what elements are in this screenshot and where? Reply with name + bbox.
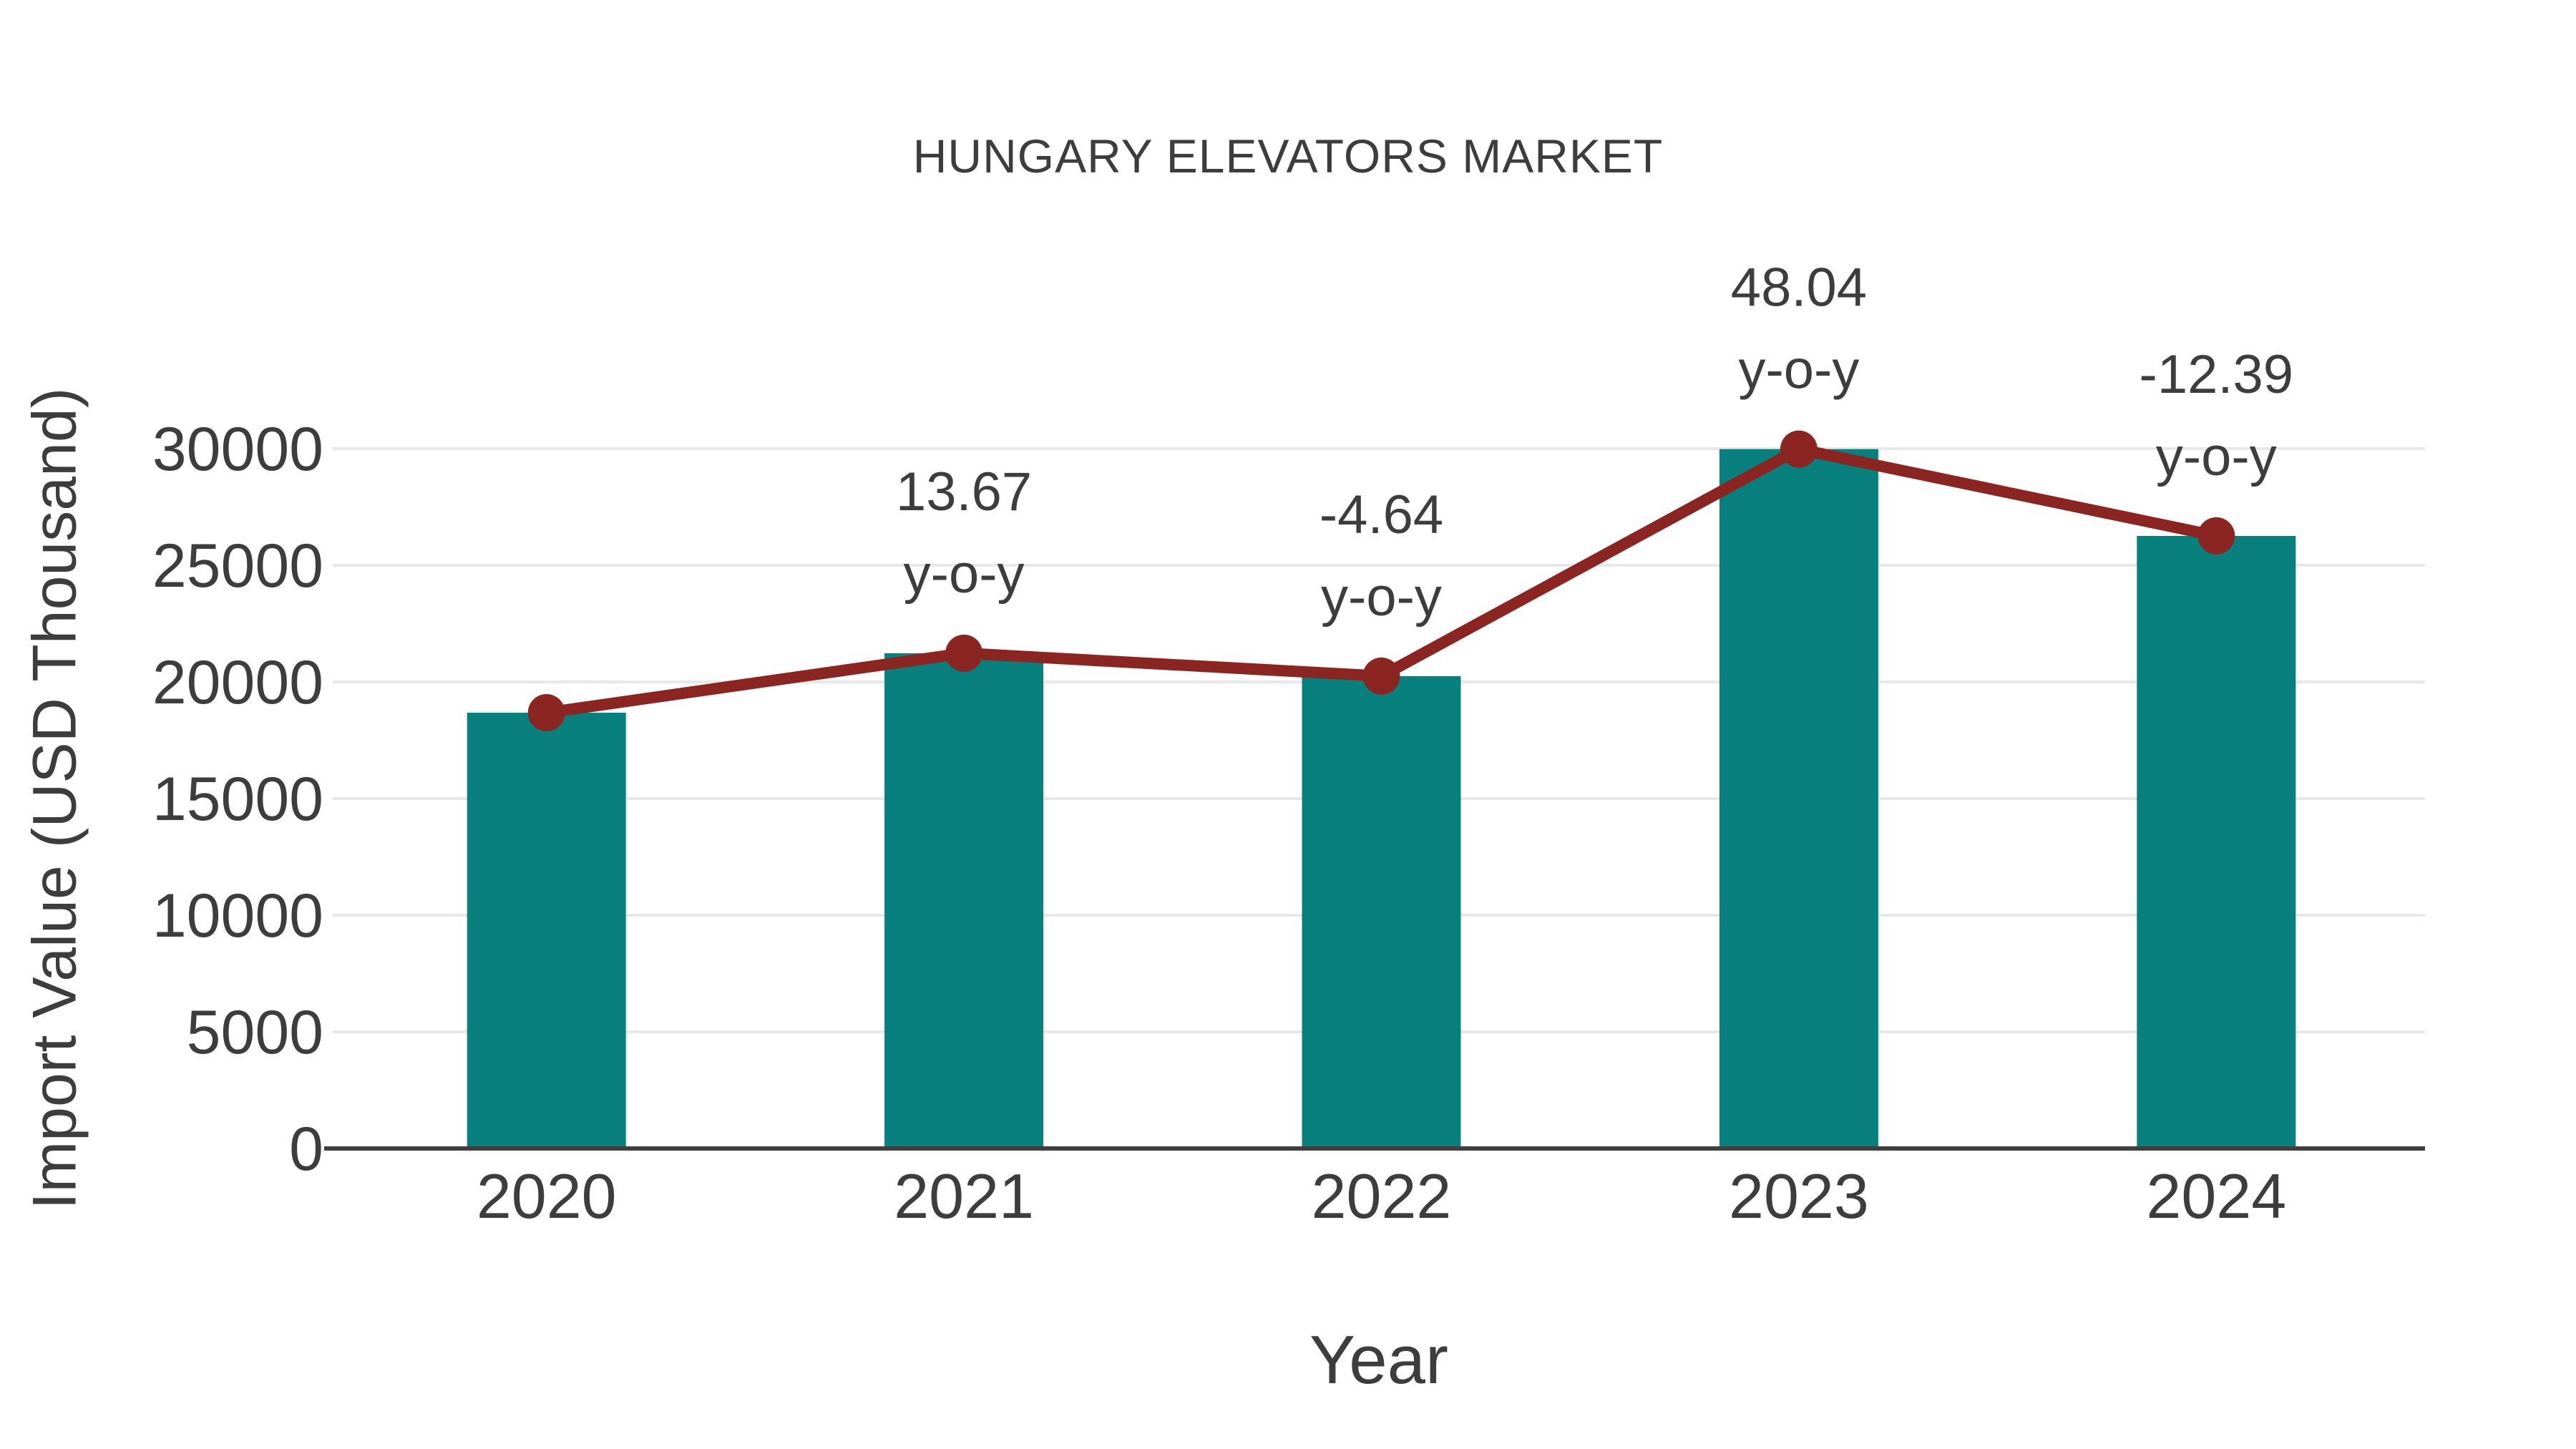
y-tick-label-25000: 25000 [152,532,323,600]
annotation-value-2023: 48.04 [1731,258,1867,318]
y-tick-label-20000: 20000 [152,648,323,717]
annotation-label-2023: y-o-y [1738,340,1859,401]
y-tick-label-10000: 10000 [152,882,323,950]
y-tick-label-0: 0 [289,1115,323,1184]
y-tick-label-30000: 30000 [152,415,323,484]
trend-marker-2024 [2197,517,2235,555]
annotation-label-2024: y-o-y [2156,426,2277,487]
trend-marker-2022 [1362,657,1400,695]
x-tick-label-2020: 2020 [477,1161,617,1231]
annotation-value-2021: 13.67 [896,462,1032,522]
bar-2021 [884,653,1044,1148]
trend-marker-2020 [527,694,565,732]
bar-2024 [2137,535,2296,1148]
annotation-label-2021: y-o-y [904,544,1025,605]
trend-marker-2023 [1780,430,1818,468]
chart-title: HUNGARY ELEVATORS MARKET [912,130,1664,182]
bar-2023 [1719,449,1878,1148]
trend-marker-2021 [945,634,983,672]
annotation-value-2024: -12.39 [2140,344,2294,405]
y-tick-label-5000: 5000 [187,998,323,1067]
x-tick-label-2024: 2024 [2146,1161,2286,1231]
x-tick-label-2022: 2022 [1312,1161,1452,1231]
x-axis-title: Year [1309,1322,1448,1398]
annotation-label-2022: y-o-y [1321,567,1442,628]
annotation-value-2022: -4.64 [1319,484,1443,545]
x-tick-label-2021: 2021 [894,1161,1034,1231]
x-tick-label-2023: 2023 [1729,1161,1869,1231]
y-tick-label-15000: 15000 [152,765,323,834]
bar-2020 [467,713,626,1148]
bar-2022 [1302,675,1461,1148]
